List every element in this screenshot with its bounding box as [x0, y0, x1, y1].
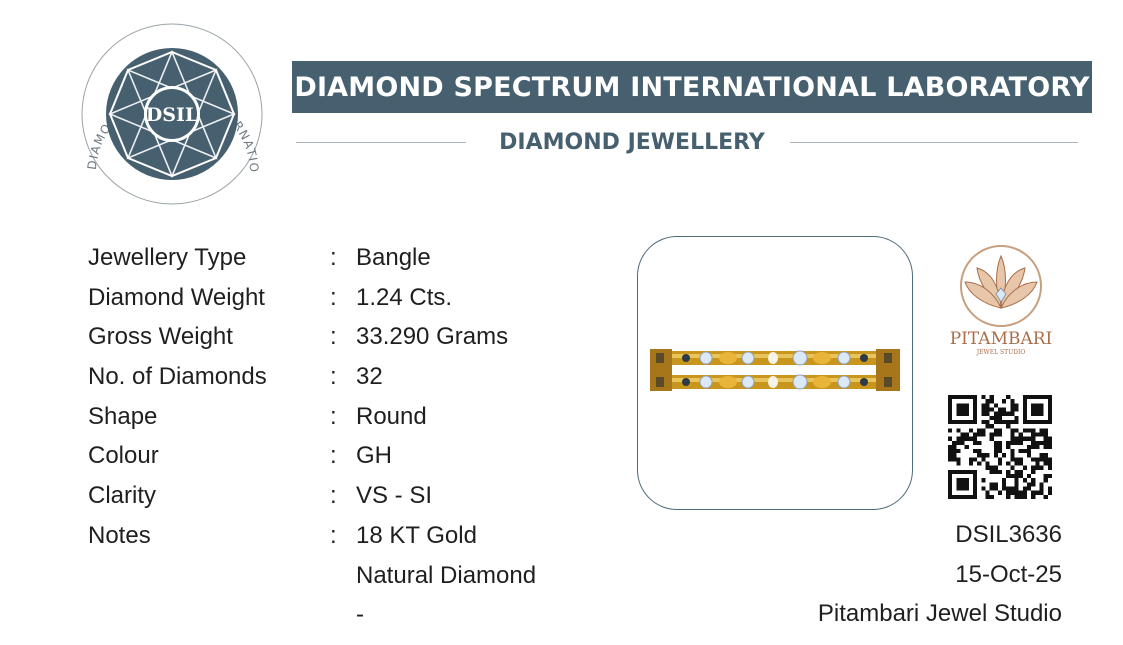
detail-separator: :: [330, 442, 337, 470]
detail-label: Clarity: [88, 482, 157, 510]
subtitle-rule-right: [790, 142, 1078, 143]
lab-title: DIAMOND SPECTRUM INTERNATIONAL LABORATOR…: [294, 71, 1090, 103]
detail-separator: :: [330, 482, 337, 510]
document-subtitle: DIAMOND JEWELLERY: [499, 129, 765, 155]
detail-separator: :: [330, 244, 337, 271]
bangle-image: [650, 349, 900, 391]
dsil-seal-logo: DIAMOND SPECTRUM INTERNATIONAL LABORATOR…: [56, 10, 263, 205]
lab-title-bar: DIAMOND SPECTRUM INTERNATIONAL LABORATOR…: [292, 61, 1092, 113]
detail-value: 1.24 Cts.: [356, 283, 453, 311]
jewellery-photo-frame: [637, 236, 913, 510]
detail-value: 33.290 Grams: [356, 323, 509, 351]
detail-label: Notes: [88, 521, 151, 549]
detail-value: VS - SI: [356, 482, 433, 510]
detail-value: Bangle: [356, 244, 431, 271]
certificate-date: 15-Oct-25: [955, 560, 1062, 588]
detail-separator: :: [330, 283, 337, 311]
certificate-issued-to: Pitambari Jewel Studio: [817, 600, 1062, 628]
brand-name: PITAMBARI: [950, 329, 1053, 349]
brand-tagline: JEWEL STUDIO: [976, 349, 1026, 356]
detail-label: Gross Weight: [88, 323, 233, 351]
detail-separator: :: [330, 363, 337, 391]
certificate-info: DSIL3636 15-Oct-25 Pitambari Jewel Studi…: [818, 515, 1062, 634]
detail-label: Colour: [88, 442, 159, 470]
certificate-number: DSIL3636: [955, 521, 1062, 548]
detail-value: GH: [356, 442, 392, 470]
detail-label: Shape: [88, 402, 158, 430]
detail-value: -: [356, 601, 364, 629]
detail-separator: :: [330, 402, 337, 430]
detail-separator: :: [330, 323, 337, 351]
detail-label: Diamond Weight: [88, 283, 265, 311]
detail-value: Natural Diamond: [356, 561, 537, 589]
detail-value: 18 KT Gold: [356, 521, 477, 549]
detail-label: No. of Diamonds: [88, 363, 267, 391]
detail-label: Jewellery Type: [88, 244, 247, 271]
subtitle-rule-left: [296, 142, 466, 143]
detail-value: Round: [356, 402, 427, 430]
seal-center-text: DSIL: [146, 104, 198, 126]
detail-value: 32: [356, 363, 383, 391]
qr-code-icon[interactable]: [948, 395, 1052, 499]
pitambari-brand-logo: PITAMBARI JEWEL STUDIO: [950, 245, 1053, 356]
detail-separator: :: [330, 521, 337, 549]
